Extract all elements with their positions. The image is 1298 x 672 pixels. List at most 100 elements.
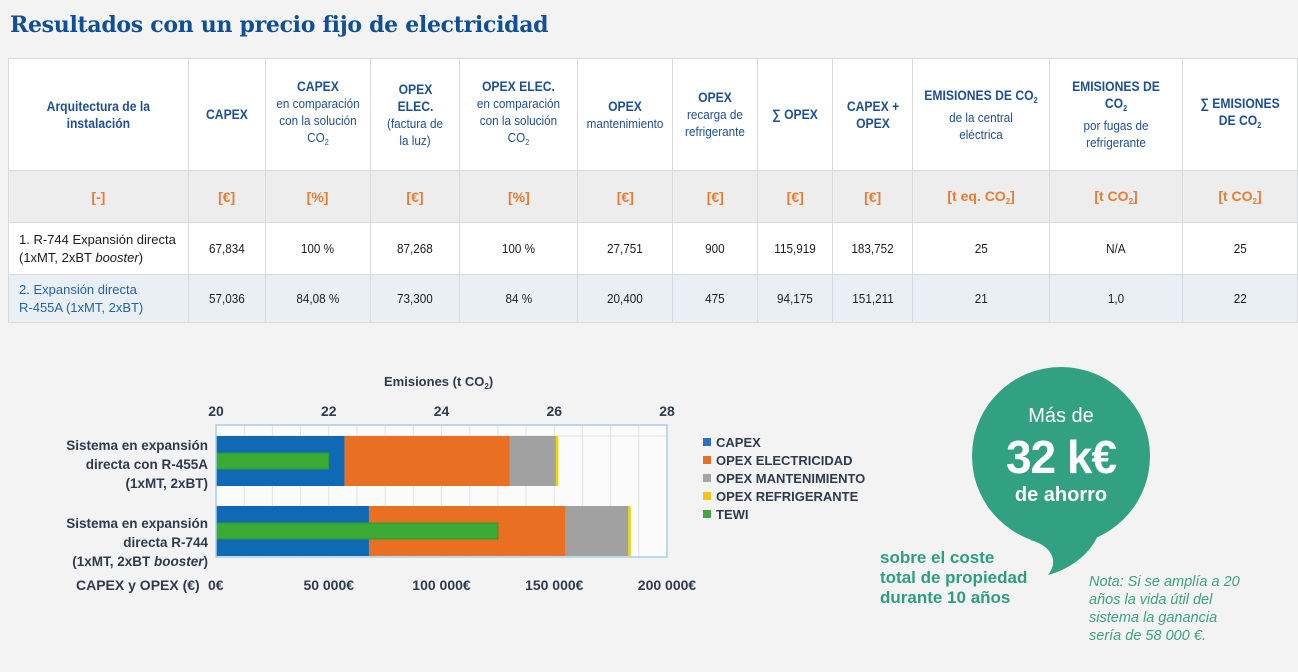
caption-line: sobre el coste	[880, 548, 995, 567]
note-text: Nota: Si se amplía a 20 años la vida úti…	[1089, 573, 1240, 645]
value-cell: 22	[1181, 274, 1298, 323]
unit-text: [€]	[406, 188, 424, 205]
unit-cell: [€]	[757, 170, 834, 223]
value-cell: 475	[672, 274, 759, 323]
header-text: ∑ EMISIONES DE CO	[1200, 96, 1280, 128]
unit-suffix: ]	[1010, 187, 1015, 204]
header-label: CAPEX	[296, 79, 339, 94]
header-label: EMISIONES DE CO2	[924, 87, 1039, 109]
unit-cell: [€]	[672, 170, 759, 223]
unit-text: [€]	[616, 188, 634, 205]
legend-swatch	[703, 510, 711, 518]
value-cell: 27,751	[577, 222, 674, 275]
subscript: 2	[1005, 196, 1011, 206]
caption-line: durante 10 años	[880, 588, 1011, 607]
bubble-line3: de ahorro	[1014, 484, 1108, 506]
cell-value: 73,300	[397, 291, 433, 306]
header-sublabel: en comparación con la solución	[275, 96, 360, 128]
table-row: 1. R-744 Expansión directa (1xMT, 2xBT b…	[8, 222, 1298, 275]
header-label: Arquitectura de la instalación	[46, 98, 150, 131]
bar-opex-refrigerante	[628, 506, 631, 556]
header-text: EMISIONES DE CO	[1072, 79, 1160, 111]
bottom-axis-tick-label: 100 000€	[412, 577, 471, 593]
results-table: Arquitectura de la instalación CAPEX CAP…	[8, 58, 1298, 323]
header-opex-mantenimiento: OPEX mantenimiento	[577, 58, 674, 171]
subscript: 2	[1033, 95, 1038, 105]
co2-text: CO	[306, 130, 325, 145]
bar-opex-electricidad	[344, 436, 510, 486]
unit-cell: [€]	[832, 170, 914, 223]
unit-suffix: ]	[1256, 187, 1262, 204]
value-cell: N/A	[1049, 222, 1183, 275]
value-cell: 57,036	[187, 274, 266, 323]
header-sublabel: (factura de la luz)	[387, 115, 443, 148]
cell-value: 21	[974, 291, 988, 306]
subscript: 2	[1257, 121, 1262, 130]
bottom-axis-label: CAPEX y OPEX (€)	[76, 577, 200, 593]
chart-title-close: )	[488, 374, 494, 389]
value-cell: 115,919	[757, 222, 834, 275]
bar-opex-mantenimiento	[565, 506, 629, 556]
unit-text: [€]	[786, 188, 804, 205]
header-opex-recarga: OPEX recarga de refrigerante	[672, 58, 759, 171]
header-label: CAPEX + OPEX	[846, 98, 899, 131]
arch-line2: (1xMT, 2xBT	[19, 249, 96, 265]
cell-value: 67,834	[208, 241, 245, 256]
unit-text: [t CO	[1218, 187, 1253, 204]
top-axis-tick-label: 28	[659, 403, 675, 419]
plot-area	[216, 425, 667, 557]
header-label: EMISIONES DE CO2	[1060, 78, 1172, 117]
header-label: ∑ EMISIONES DE CO2	[1199, 95, 1280, 134]
unit-text: [t eq. CO	[947, 187, 1006, 204]
cell-value: 57,036	[208, 291, 245, 306]
cell-value: 20,400	[607, 291, 644, 306]
cell-value: 475	[705, 291, 726, 306]
legend-label: CAPEX	[716, 434, 761, 450]
legend-label: OPEX ELECTRICIDAD	[716, 452, 853, 468]
caption-line: total de propiedad	[880, 568, 1028, 587]
header-text: EMISIONES DE CO	[924, 87, 1034, 103]
cell-value: 25	[1233, 241, 1247, 256]
value-cell: 900	[672, 222, 759, 275]
bubble-savings-amount: 32 k€	[1005, 431, 1117, 483]
note-line: sistema la ganancia	[1089, 610, 1218, 626]
cell-value: 115,919	[774, 241, 816, 256]
unit-text: [€]	[218, 188, 236, 205]
header-label: OPEX	[608, 98, 643, 114]
cell-value: 100 %	[300, 241, 335, 256]
header-opex-elec: OPEX ELEC. (factura de la luz)	[369, 58, 461, 171]
value-cell: 20,400	[577, 274, 674, 323]
header-emisiones-central: EMISIONES DE CO2 de la central eléctrica	[912, 58, 1051, 171]
legend-swatch	[703, 456, 711, 464]
note-line: años la vida útil del	[1089, 592, 1213, 608]
bar-tewi	[215, 452, 330, 470]
header-sum-emisiones: ∑ EMISIONES DE CO2	[1181, 58, 1298, 171]
table-row: 2. Expansión directa R-455A (1xMT, 2xBT)…	[8, 274, 1298, 323]
cell-value: 94,175	[777, 291, 814, 306]
top-axis-tick-label: 20	[208, 403, 224, 419]
unit-cell: [t CO2]	[1049, 170, 1183, 223]
header-arquitectura: Arquitectura de la instalación	[8, 58, 189, 171]
header-sublabel: en comparación con la solución	[477, 96, 561, 128]
bar-capex	[216, 436, 345, 486]
category-label: Sistema en expansión directa con R-455A (1…	[8, 436, 208, 493]
header-sublabel: mantenimiento	[586, 115, 664, 131]
bar-opex-refrigerante	[555, 436, 559, 486]
units-row: [-] [€] [%] [€] [%] [€] [€] [€] [€] [t eq. CO2] [t…	[8, 170, 1298, 223]
legend-item: OPEX ELECTRICIDAD	[703, 451, 865, 469]
unit-cell: [€]	[577, 170, 674, 223]
savings-caption: sobre el coste total de propiedad durant…	[880, 548, 1027, 608]
subscript: 2	[324, 138, 329, 147]
cell-value: 84,08 %	[296, 291, 340, 306]
cell-value: 22	[1233, 291, 1247, 306]
co2-text: CO	[508, 130, 526, 145]
value-cell: 94,175	[757, 274, 834, 323]
header-capex-plus-opex: CAPEX + OPEX	[832, 58, 914, 171]
bottom-axis-tick-label: 0€	[208, 577, 224, 593]
value-cell: 151,211	[832, 274, 914, 323]
category-label: Sistema en expansión directa R-744 (1xMT, …	[8, 514, 208, 571]
legend-item: OPEX REFRIGERANTE	[703, 487, 865, 505]
category-label-line: Sistema en expansión	[66, 438, 208, 453]
unit-text: [t CO	[1094, 187, 1129, 204]
unit-cell: [€]	[369, 170, 461, 223]
